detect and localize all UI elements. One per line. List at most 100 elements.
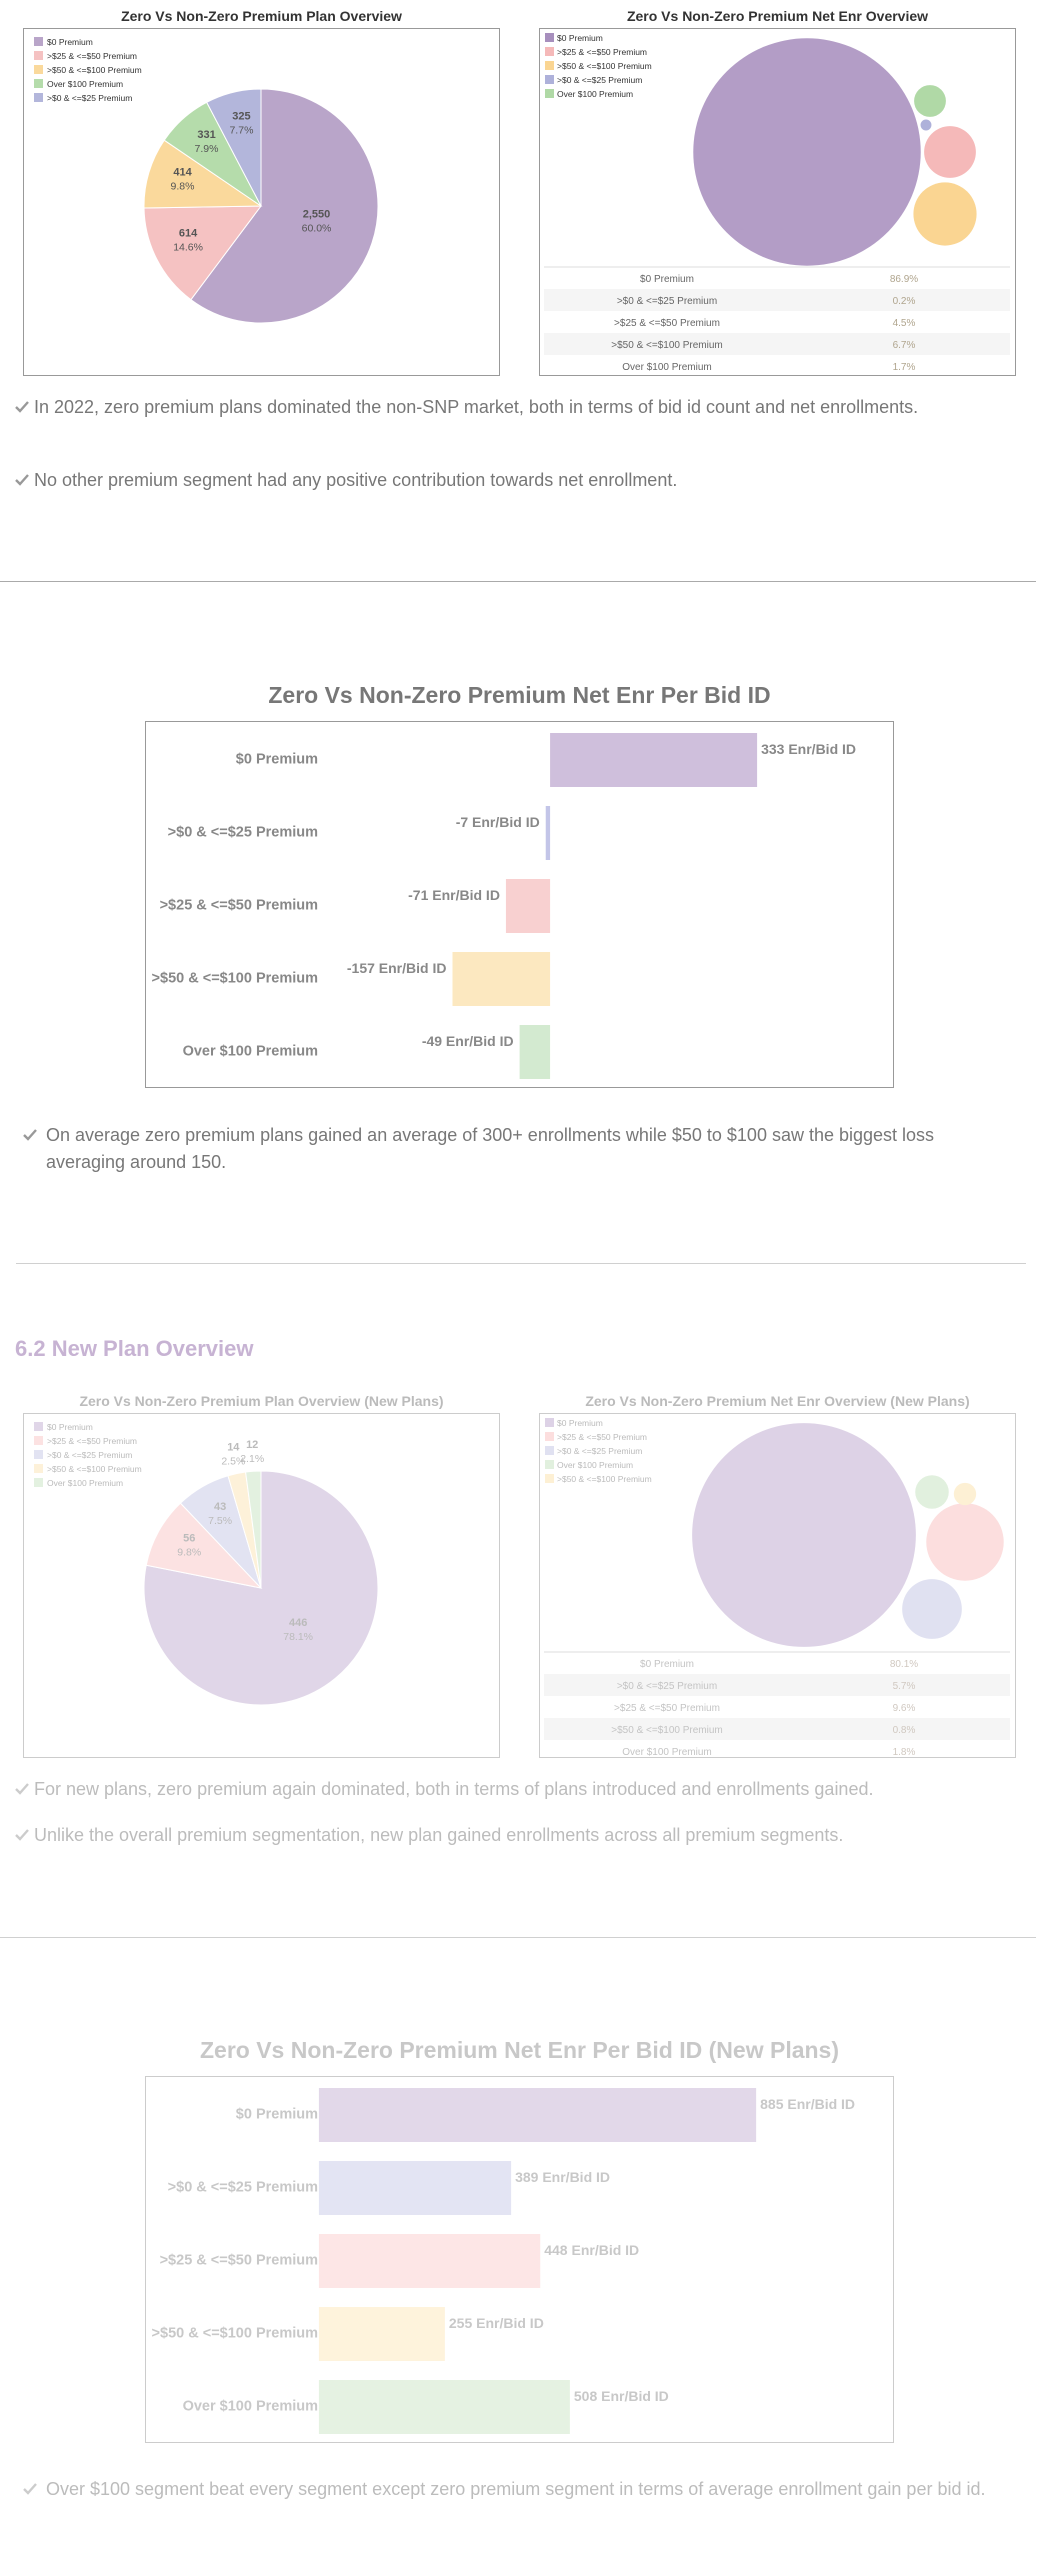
check-mark [23, 2483, 37, 2495]
slice-percent-label: 2.5% [221, 1456, 245, 1468]
chart-box: 2,550 60.0% 614 14.6% 414 9.8% 331 7.9% 325 7.7% $… [23, 28, 500, 376]
divider [16, 1263, 1026, 1264]
legend-label: Over $100 Premium [47, 79, 123, 89]
note-text: For new plans, zero premium again domina… [34, 1779, 874, 1799]
legend-label: Over $100 Premium [47, 1478, 123, 1488]
slice-value-label: 2,550 [303, 208, 331, 220]
note-text: Unlike the overall premium segmentation,… [34, 1825, 844, 1845]
note-text: No other premium segment had any positiv… [34, 470, 678, 490]
legend-label: >$0 & <=$25 Premium [47, 93, 132, 103]
legend-label: $0 Premium [557, 1418, 603, 1428]
check-mark [15, 1829, 29, 1841]
check-icon [23, 1129, 37, 1141]
check-mark [15, 401, 29, 413]
bar [318, 2088, 757, 2142]
chart: 446 78.1% 56 9.8% 43 7.5% 14 2.5%12 2.1% $0 Premi… [34, 1422, 379, 1706]
chart: 2,550 60.0% 614 14.6% 414 9.8% 331 7.9% 325 7.7% $… [34, 37, 379, 324]
check-icon [15, 474, 29, 486]
bar [318, 2380, 570, 2434]
chart: 885 Enr/Bid ID 389 Enr/Bid ID 448 Enr/Bid … [318, 2088, 855, 2434]
legend-label: >$25 & <=$50 Premium [557, 1432, 647, 1442]
bar-value-label: -157 Enr/Bid ID [347, 960, 447, 976]
bar [545, 806, 551, 860]
pie-slice [143, 205, 263, 301]
legend-swatch [34, 51, 43, 60]
table-row-band [544, 1674, 1010, 1696]
check-icon [15, 401, 29, 413]
slice-percent-label: 9.8% [177, 1546, 201, 1558]
legend-swatch [34, 79, 43, 88]
table-category: >$50 & <=$100 Premium [611, 1725, 722, 1736]
legend-label: >$25 & <=$50 Premium [47, 51, 137, 61]
category-label: $0 Premium [235, 751, 318, 768]
category-label: >$50 & <=$100 Premium [151, 970, 318, 987]
legend-label: >$0 & <=$25 Premium [47, 1450, 132, 1460]
check-mark [15, 1783, 29, 1795]
bar-value-label: 333 Enr/Bid ID [761, 741, 856, 757]
chart-title: Zero Vs Non-Zero Premium Plan Overview (… [79, 1393, 444, 1409]
slice-percent-label: 78.1% [283, 1631, 313, 1643]
bubble [920, 119, 932, 131]
table-category: >$0 & <=$25 Premium [617, 1681, 717, 1692]
legend-swatch [34, 37, 43, 46]
check-icon [15, 1783, 29, 1795]
note-text: In 2022, zero premium plans dominated th… [34, 397, 919, 417]
bar [505, 879, 551, 933]
slice-value-label: 414 [173, 167, 192, 179]
legend-label: >$25 & <=$50 Premium [557, 47, 647, 57]
bar-value-label: -71 Enr/Bid ID [408, 887, 500, 903]
legend-swatch [545, 47, 554, 56]
legend-label: >$50 & <=$100 Premium [557, 61, 652, 71]
table-value: 9.6% [893, 1703, 916, 1714]
table-value: 6.7% [893, 340, 916, 351]
category-label: >$25 & <=$50 Premium [159, 897, 318, 914]
table-category: >$0 & <=$25 Premium [617, 296, 717, 307]
legend-swatch [34, 65, 43, 74]
legend-swatch [34, 1436, 43, 1445]
pie-slice [206, 88, 262, 207]
check-icon [23, 2483, 37, 2495]
table-category: Over $100 Premium [622, 1747, 711, 1758]
bar-value-label: 255 Enr/Bid ID [449, 2315, 544, 2331]
table-row-band [544, 289, 1010, 311]
category-label: >$0 & <=$25 Premium [167, 2179, 318, 2196]
slice-percent-label: 7.9% [195, 143, 219, 155]
bubble [914, 85, 946, 117]
chart-title: Zero Vs Non-Zero Premium Net Enr Per Bid… [268, 682, 771, 708]
legend-swatch [545, 1418, 554, 1427]
bubble [913, 182, 977, 246]
legend-swatch [545, 1460, 554, 1469]
bar-value-label: 508 Enr/Bid ID [574, 2388, 669, 2404]
legend-label: >$50 & <=$100 Premium [47, 1464, 142, 1474]
legend-label: >$50 & <=$100 Premium [47, 65, 142, 75]
slice-percent-label: 60.0% [302, 222, 332, 234]
legend-label: $0 Premium [47, 37, 93, 47]
pie-slice [245, 1470, 262, 1589]
legend-swatch [545, 1474, 554, 1483]
legend-label: >$25 & <=$50 Premium [47, 1436, 137, 1446]
table-value: 0.2% [893, 296, 916, 307]
category-label: Over $100 Premium [182, 2398, 318, 2415]
legend-swatch [545, 75, 554, 84]
category-label: >$0 & <=$25 Premium [167, 824, 318, 841]
chart-box: $0 Premium >$25 & <=$50 Premium >$50 & <=$… [539, 28, 1016, 376]
chart-box: 333 Enr/Bid ID -7 Enr/Bid ID -71 Enr/Bid I… [145, 721, 894, 1088]
chart-title: Zero Vs Non-Zero Premium Plan Overview [121, 8, 402, 24]
bubble [926, 1503, 1004, 1581]
slice-percent-label: 2.1% [240, 1453, 264, 1465]
table-category: >$25 & <=$50 Premium [614, 1703, 720, 1714]
pie-slice [190, 88, 379, 324]
table-value: 1.8% [893, 1747, 916, 1758]
chart-box: 446 78.1% 56 9.8% 43 7.5% 14 2.5% 12 2.1% $0 Premi… [23, 1413, 500, 1758]
slice-percent-label: 7.5% [208, 1515, 232, 1527]
slice-value-label: 56 [183, 1532, 195, 1544]
chart-title: Zero Vs Non-Zero Premium Net Enr Overvie… [626, 8, 929, 24]
legend-label: >$50 & <=$100 Premium [557, 1474, 652, 1484]
legend-swatch [34, 93, 43, 102]
legend-label: >$0 & <=$25 Premium [557, 75, 642, 85]
slice-percent-label: 9.8% [171, 181, 195, 193]
chart: $0 Premium >$25 & <=$50 Premium >$0 & <=$2… [544, 1418, 1010, 1758]
legend-swatch [34, 1464, 43, 1473]
bubble [692, 1423, 916, 1647]
table-row-band [544, 333, 1010, 355]
